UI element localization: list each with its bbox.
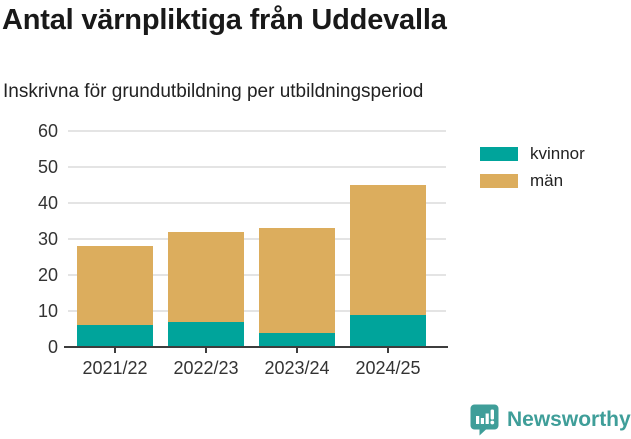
x-tick — [114, 348, 116, 353]
bar-2024/25 — [350, 131, 426, 347]
y-tick-label: 40 — [37, 193, 58, 213]
chart-subtitle: Inskrivna för grundutbildning per utbild… — [3, 81, 424, 102]
bar-segment-män — [168, 231, 244, 322]
plot-area — [68, 130, 446, 347]
chart-title: Antal värnpliktiga från Uddevalla — [2, 4, 447, 36]
newsworthy-logo-icon — [469, 403, 500, 436]
legend-item-män: män — [480, 171, 585, 190]
bar-segment-kvinnor — [259, 332, 335, 347]
x-tick — [296, 348, 298, 353]
brand-name: Newsworthy — [507, 407, 631, 431]
x-tick-label: 2023/24 — [264, 358, 330, 378]
x-tick-label: 2021/22 — [82, 358, 148, 378]
y-tick-label: 0 — [47, 337, 58, 357]
bar-2022/23 — [168, 131, 244, 347]
bar-segment-kvinnor — [168, 321, 244, 347]
y-tick-label: 10 — [37, 301, 58, 321]
x-tick-label: 2022/23 — [173, 358, 239, 378]
x-tick-label: 2024/25 — [355, 358, 421, 378]
legend-label: män — [530, 171, 564, 190]
y-tick-label: 20 — [37, 265, 58, 285]
x-axis-line — [64, 346, 448, 348]
legend-item-kvinnor: kvinnor — [480, 144, 585, 163]
legend-swatch — [480, 174, 518, 188]
x-tick — [387, 348, 389, 353]
bar-segment-kvinnor — [77, 325, 153, 347]
gridline-30 — [68, 238, 446, 240]
bar-segment-män — [259, 228, 335, 333]
y-tick-label: 60 — [37, 121, 58, 141]
bar-segment-män — [350, 185, 426, 315]
bar-segment-män — [77, 246, 153, 326]
x-tick — [205, 348, 207, 353]
legend: kvinnor män — [480, 144, 585, 201]
gridline-50 — [68, 166, 446, 168]
brand-footer: Newsworthy — [469, 403, 631, 436]
y-tick-label: 50 — [37, 157, 58, 177]
gridline-20 — [68, 274, 446, 276]
gridline-10 — [68, 310, 446, 312]
legend-label: kvinnor — [530, 144, 585, 163]
legend-swatch — [480, 147, 518, 161]
gridline-40 — [68, 202, 446, 204]
y-tick-label: 30 — [37, 229, 58, 249]
gridline-60 — [68, 130, 446, 132]
bar-2021/22 — [77, 131, 153, 347]
bar-segment-kvinnor — [350, 314, 426, 347]
bar-2023/24 — [259, 131, 335, 347]
